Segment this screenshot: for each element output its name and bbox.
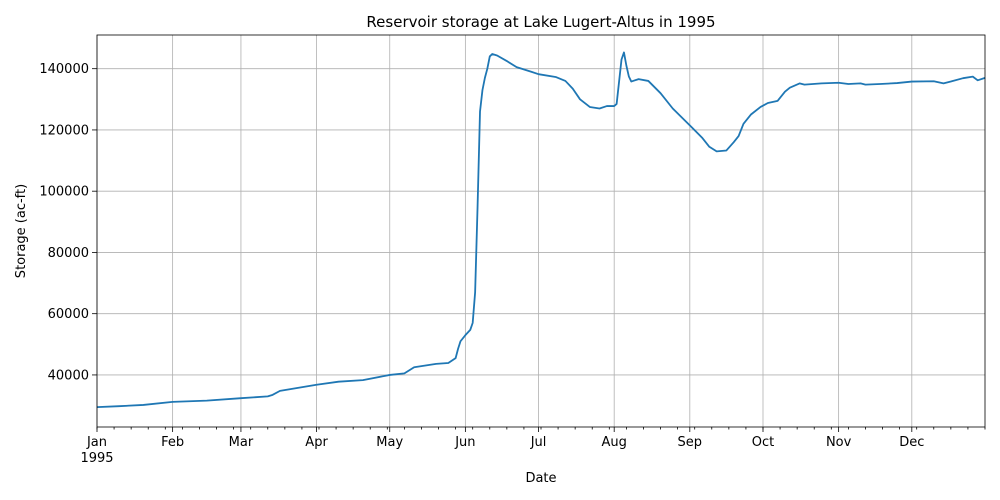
storage-series-line [96, 51, 986, 408]
series-layer [96, 51, 986, 408]
y-tick-label: 40000 [48, 368, 89, 383]
y-axis-label: Storage (ac-ft) [14, 184, 29, 278]
y-tick-label: 120000 [39, 123, 89, 138]
y-tick-label: 100000 [39, 185, 89, 200]
x-tick-label: Aug [601, 435, 626, 450]
x-tick-label: May [376, 435, 403, 450]
x-tick-label: Feb [161, 435, 184, 450]
y-tick-label: 60000 [48, 307, 89, 322]
x-tick-label: Jan [86, 435, 107, 450]
y-tick-label: 140000 [39, 62, 89, 77]
x-tick-label: Jun [454, 435, 475, 450]
x-tick-label: Nov [826, 435, 852, 450]
y-axis: 40000 60000 80000 100000 120000 140000 [39, 62, 97, 383]
x-tick-sublabel: 1995 [80, 451, 113, 466]
x-tick-label: Oct [752, 435, 774, 450]
x-tick-label: Apr [305, 435, 328, 450]
x-tick-label: Sep [678, 435, 703, 450]
y-tick-label: 80000 [48, 246, 89, 261]
x-tick-label: Jul [530, 435, 547, 450]
grid-lines [96, 35, 985, 427]
x-axis-label: Date [525, 471, 556, 486]
x-tick-label: Mar [229, 435, 254, 450]
chart-title: Reservoir storage at Lake Lugert-Altus i… [366, 13, 715, 31]
x-tick-label: Dec [899, 435, 924, 450]
plot-frame [96, 34, 986, 428]
